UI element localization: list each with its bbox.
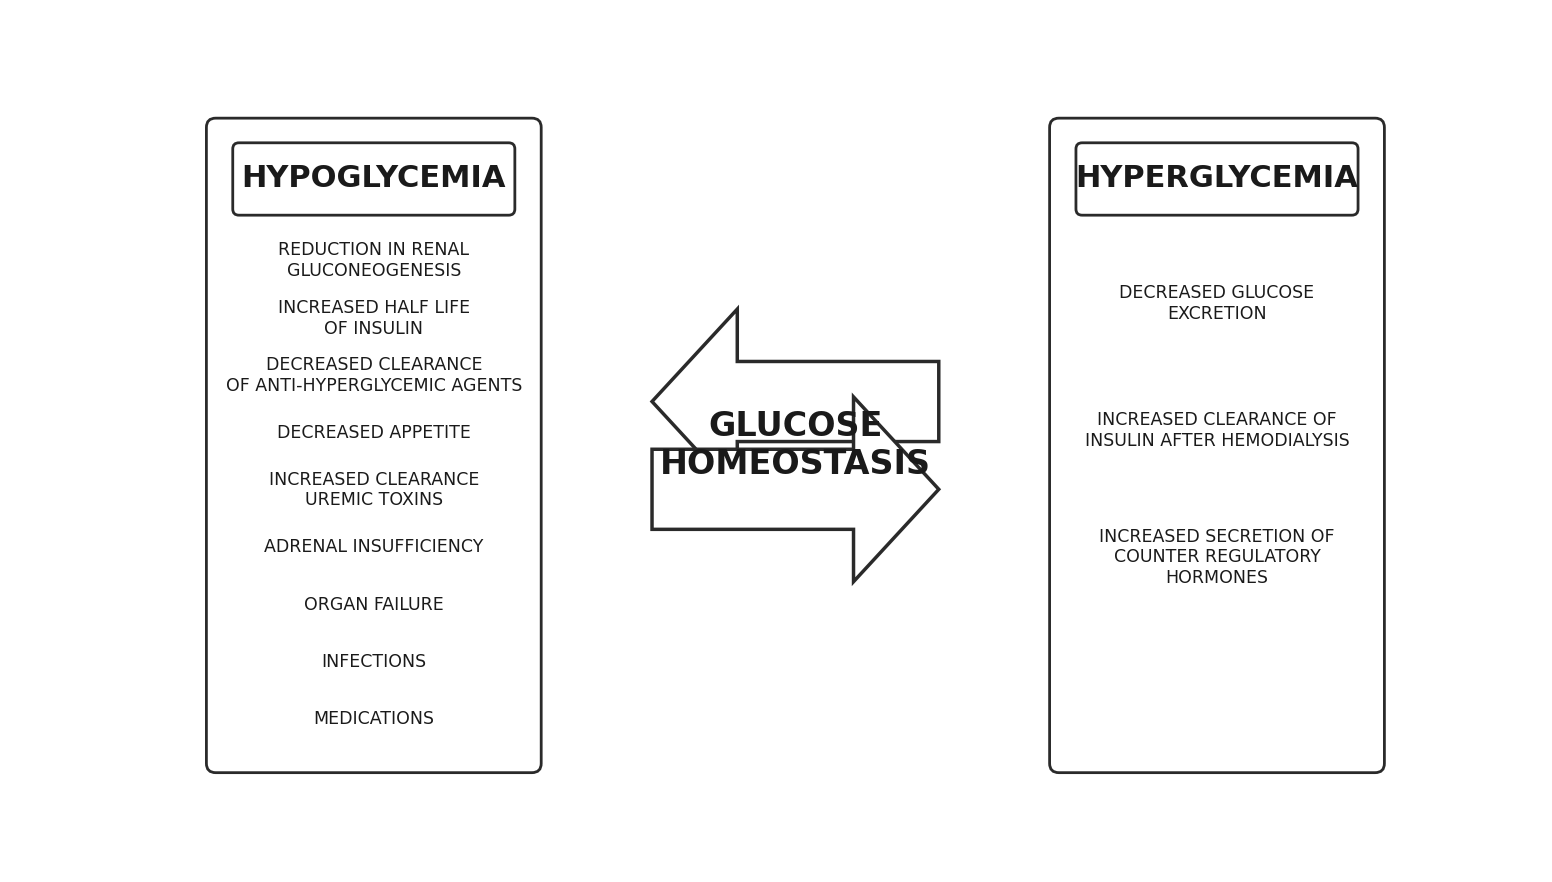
Text: HYPERGLYCEMIA: HYPERGLYCEMIA bbox=[1076, 164, 1358, 193]
Text: INCREASED CLEARANCE
UREMIC TOXINS: INCREASED CLEARANCE UREMIC TOXINS bbox=[268, 471, 480, 510]
Text: ADRENAL INSUFFICIENCY: ADRENAL INSUFFICIENCY bbox=[264, 538, 484, 557]
Text: REDUCTION IN RENAL
GLUCONEOGENESIS: REDUCTION IN RENAL GLUCONEOGENESIS bbox=[278, 242, 469, 280]
Text: GLUCOSE
HOMEOSTASIS: GLUCOSE HOMEOSTASIS bbox=[660, 410, 931, 481]
Text: ORGAN FAILURE: ORGAN FAILURE bbox=[304, 595, 444, 614]
Text: INFECTIONS: INFECTIONS bbox=[321, 653, 427, 671]
FancyBboxPatch shape bbox=[1076, 143, 1358, 215]
Text: INCREASED CLEARANCE OF
INSULIN AFTER HEMODIALYSIS: INCREASED CLEARANCE OF INSULIN AFTER HEM… bbox=[1085, 411, 1349, 450]
FancyBboxPatch shape bbox=[1049, 118, 1384, 773]
Polygon shape bbox=[652, 397, 939, 582]
FancyBboxPatch shape bbox=[206, 118, 542, 773]
Polygon shape bbox=[652, 309, 939, 494]
Text: DECREASED CLEARANCE
OF ANTI-HYPERGLYCEMIC AGENTS: DECREASED CLEARANCE OF ANTI-HYPERGLYCEMI… bbox=[225, 356, 521, 395]
Text: DECREASED APPETITE: DECREASED APPETITE bbox=[276, 423, 470, 442]
Text: HYPOGLYCEMIA: HYPOGLYCEMIA bbox=[242, 164, 506, 193]
Text: DECREASED GLUCOSE
EXCRETION: DECREASED GLUCOSE EXCRETION bbox=[1119, 284, 1315, 323]
Text: INCREASED SECRETION OF
COUNTER REGULATORY
HORMONES: INCREASED SECRETION OF COUNTER REGULATOR… bbox=[1099, 527, 1335, 587]
FancyBboxPatch shape bbox=[233, 143, 515, 215]
Text: MEDICATIONS: MEDICATIONS bbox=[314, 710, 435, 729]
Text: INCREASED HALF LIFE
OF INSULIN: INCREASED HALF LIFE OF INSULIN bbox=[278, 299, 470, 338]
